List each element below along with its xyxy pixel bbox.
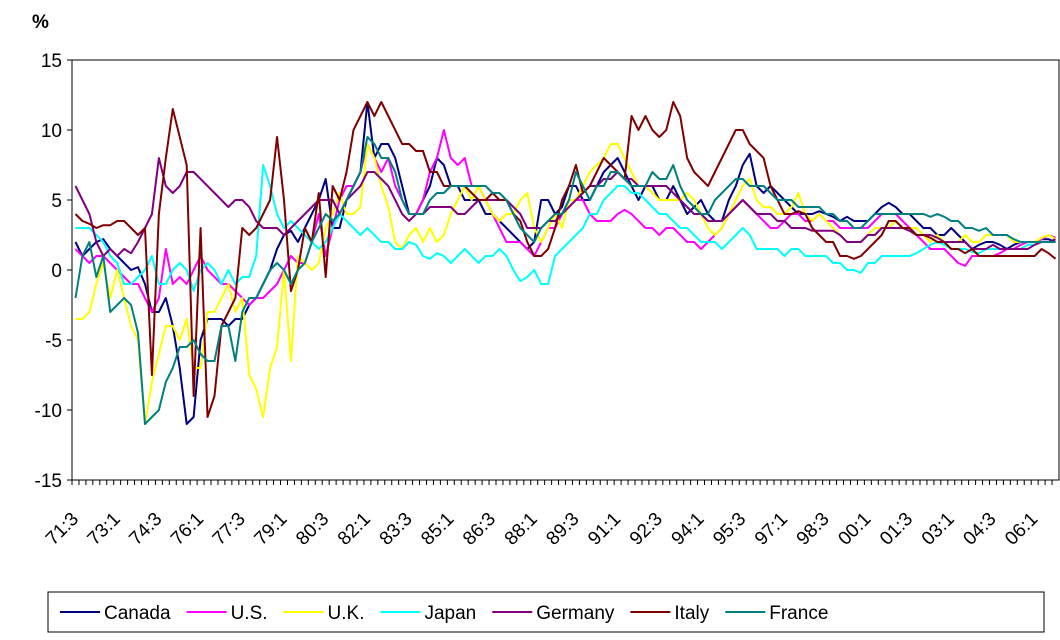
x-tick-label: 88:1 (501, 509, 542, 550)
x-tick-label: 86:3 (459, 509, 500, 550)
x-tick-label: 95:3 (709, 509, 750, 550)
x-tick-label: 00:1 (834, 509, 875, 550)
series-line (74, 101, 1057, 418)
legend-label: Germany (536, 603, 615, 624)
x-tick-label: 71:3 (42, 509, 83, 550)
series-line (75, 143, 1057, 425)
series-line (74, 101, 1056, 425)
x-tick-label: 06:1 (1001, 509, 1042, 550)
x-tick-label: 83:3 (376, 509, 417, 550)
y-tick-label: -5 (45, 331, 62, 352)
legend-label: Italy (674, 603, 709, 624)
y-tick-label: 15 (41, 51, 62, 72)
x-tick-label: 94:1 (668, 509, 709, 550)
x-tick-label: 89:3 (542, 509, 583, 550)
x-tick-label: 04:3 (960, 509, 1001, 550)
x-tick-label: 73:1 (84, 509, 125, 550)
plot-frame (71, 59, 1060, 481)
x-tick-label: 82:1 (334, 509, 375, 550)
x-tick-label: 01:3 (876, 509, 917, 550)
y-tick-label: -15 (35, 471, 62, 492)
legend-label: U.S. (231, 603, 268, 624)
series-line (74, 157, 1056, 257)
y-axis-label: % (32, 12, 49, 33)
x-tick-label: 85:1 (417, 509, 458, 550)
y-tick-label: -10 (35, 401, 62, 422)
series-line (75, 164, 1056, 292)
legend-label: France (769, 603, 828, 624)
x-tick-label: 79:1 (251, 509, 292, 550)
x-tick-label: 03:1 (918, 509, 959, 550)
x-tick-label: 97:1 (751, 509, 792, 550)
legend-label: U.K. (328, 603, 365, 624)
x-tick-label: 92:3 (626, 509, 667, 550)
x-tick-label: 74:3 (125, 509, 166, 550)
series-line (74, 136, 1056, 425)
x-tick-label: 91:1 (584, 509, 625, 550)
x-tick-label: 76:1 (167, 509, 208, 550)
y-tick-label: 0 (51, 261, 62, 282)
x-tick-label: 80:3 (292, 509, 333, 550)
legend-label: Japan (424, 603, 476, 624)
x-tick-label: 77:3 (209, 509, 250, 550)
y-tick-label: 10 (41, 121, 62, 142)
x-tick-label: 98:3 (793, 509, 834, 550)
series-line (74, 129, 1056, 313)
legend-label: Canada (104, 603, 171, 624)
y-tick-label: 5 (51, 191, 62, 212)
